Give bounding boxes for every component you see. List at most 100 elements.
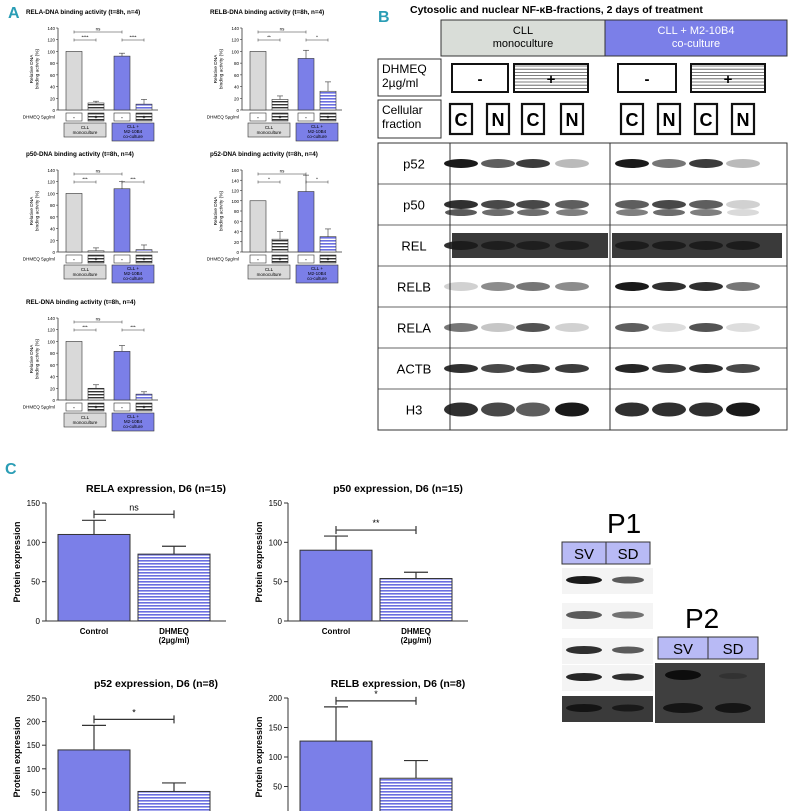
blot-band: [517, 209, 549, 216]
blot-band: [612, 704, 644, 712]
bar: [137, 790, 211, 811]
blot-band: [444, 364, 478, 373]
treatment-cell: +: [513, 63, 589, 93]
treatment-box: [87, 112, 105, 122]
blot-band: [481, 241, 515, 250]
significance-label: ***: [130, 325, 136, 330]
treatment-sign: +: [95, 115, 98, 121]
significance-label: **: [372, 518, 380, 528]
bar: [65, 341, 83, 401]
blot-title: Cytosolic and nuclear NF-κB-fractions, 2…: [410, 4, 703, 16]
significance-label: ****: [129, 35, 136, 40]
x-tick-label-line: (2µg/ml): [159, 636, 190, 645]
y-tick-label: 40: [50, 375, 56, 380]
treatment-sign: -: [257, 257, 259, 263]
y-tick-label: 0: [52, 398, 55, 403]
group-box-coculture: [111, 122, 155, 142]
y-tick-label: 100: [269, 753, 283, 762]
sv-label-p2: SV: [673, 641, 693, 658]
bar: [319, 90, 337, 111]
blot-band: [556, 209, 588, 216]
y-tick-label: 0: [278, 617, 283, 626]
dhmeq-label: DHMEQ 5µg/ml: [207, 257, 239, 262]
y-axis-label: Protein expression: [254, 521, 264, 602]
bar: [135, 103, 153, 111]
chart-title: RELB-DNA binding activity (t=8h, n=4): [210, 9, 324, 16]
treatment-sign: -: [73, 405, 75, 411]
group-box-monoculture: [63, 264, 107, 280]
group-label-monoculture-line: monoculture: [257, 272, 282, 277]
treatment-box: [319, 112, 337, 122]
blot-row-label: p52: [403, 157, 425, 172]
treatment-sign: -: [73, 115, 75, 121]
blot-band: [663, 703, 703, 713]
group-box-coculture: [295, 122, 339, 142]
bar: [87, 387, 105, 401]
fraction-label: C: [455, 110, 468, 130]
header-monoculture: [440, 19, 606, 57]
treatment-box: [113, 112, 131, 122]
fraction-label: N: [663, 110, 676, 130]
y-tick-label: 140: [47, 168, 55, 173]
x-tick-label-line: Control: [322, 627, 350, 636]
bar: [319, 236, 337, 253]
bar: [65, 193, 83, 253]
treatment-sign: -: [121, 405, 123, 411]
dhmeq-header-label: DHMEQ 2µg/ml: [382, 62, 427, 90]
significance-label: *: [132, 707, 136, 717]
y-tick-label: 100: [27, 538, 41, 547]
blot-row-label: RELA: [397, 321, 431, 336]
blot-band: [615, 282, 649, 291]
group-label-monoculture-line: monoculture: [73, 272, 98, 277]
group-label-monoculture: CLL monoculture: [73, 125, 98, 135]
blot-band: [481, 364, 515, 373]
treatment-box: [451, 63, 509, 93]
blot-band: [516, 402, 550, 417]
treatment-sign: +: [143, 405, 146, 411]
panel-c-chart-3: p52 expression, D6 (n=8)050100150200250P…: [12, 678, 218, 811]
blot-band: [555, 282, 589, 291]
group-label-coculture: CLL + M2-10B4 co-culture: [123, 124, 143, 139]
y-tick-label: 50: [273, 783, 282, 792]
sd-box-p1: [605, 541, 651, 565]
significance-label: *: [268, 177, 270, 182]
group-label-monoculture-line: CLL: [265, 267, 274, 272]
blot-band: [555, 364, 589, 373]
group-label-coculture-line: CLL +: [127, 266, 139, 271]
dhmeq-label: DHMEQ 5µg/ml: [23, 115, 55, 120]
bar: [137, 553, 211, 622]
blot-band: [612, 611, 644, 619]
cellular-header-label: Cellular fraction: [382, 103, 423, 131]
bar: [113, 188, 131, 253]
x-tick-label-line: Control: [80, 627, 108, 636]
y-tick-label: 0: [236, 250, 239, 255]
blot-band: [615, 159, 649, 168]
bar: [249, 200, 267, 253]
x-tick-label-line: DHMEQ: [401, 627, 431, 636]
fraction-box: [656, 102, 682, 136]
blot-row-label: H3: [406, 403, 423, 418]
blot-row-label: p50: [403, 198, 425, 213]
dhmeq-label: DHMEQ 5µg/ml: [207, 115, 239, 120]
group-label-monoculture-line: monoculture: [73, 130, 98, 135]
treatment-sign: -: [121, 257, 123, 263]
treatment-box: [271, 112, 289, 122]
y-axis-label-line: binding activity (%): [35, 190, 41, 231]
group-label-coculture-line: M2-10B4: [124, 419, 143, 424]
bar: [379, 777, 453, 811]
group-label-coculture: CLL + M2-10B4 co-culture: [123, 266, 143, 281]
group-label-monoculture-line: CLL: [265, 125, 274, 130]
panel-a-chart-3: p50-DNA binding activity (t=8h, n=4) 0 20 4…: [23, 151, 158, 284]
blot-band: [689, 364, 723, 373]
blot-row-label: REL: [401, 239, 426, 254]
significance-label: ns: [280, 169, 286, 174]
blot-band: [481, 282, 515, 291]
bar: [87, 102, 105, 111]
group-label-monoculture-line: monoculture: [73, 420, 98, 425]
panel-letter-a: A: [8, 5, 20, 22]
western-blot-p1-p2: P1SVSDP2SVSDp50p65p52RelBACTB: [561, 508, 765, 723]
blot-band: [719, 673, 747, 679]
treatment-box: [65, 402, 83, 412]
y-tick-label: 0: [52, 108, 55, 113]
y-tick-label: 60: [50, 73, 56, 78]
